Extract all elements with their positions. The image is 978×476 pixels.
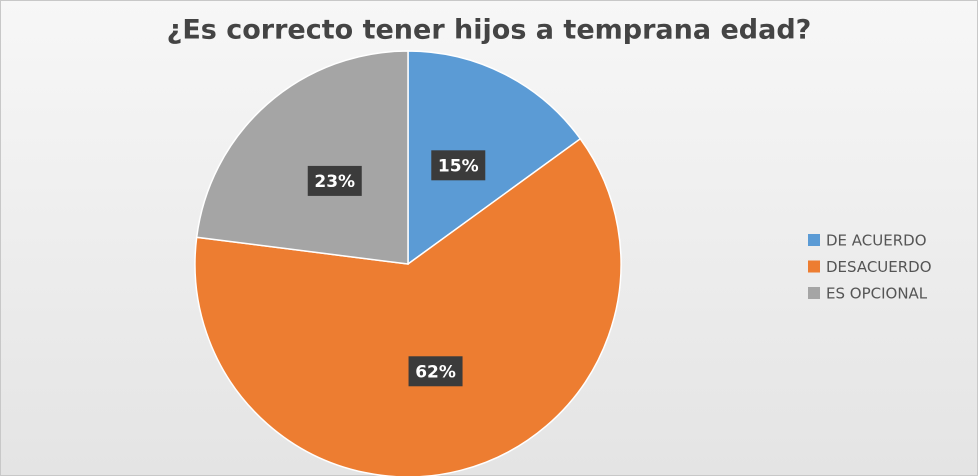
legend-label: DE ACUERDO bbox=[826, 232, 927, 250]
data-label-box bbox=[431, 150, 486, 181]
pie-slice bbox=[195, 50, 409, 265]
legend-swatch bbox=[808, 234, 820, 246]
legend-swatch bbox=[808, 260, 820, 273]
pie-slice bbox=[407, 50, 582, 266]
legend-label: ES OPCIONAL bbox=[826, 285, 928, 303]
legend-label: DESACUERDO bbox=[826, 258, 932, 276]
legend-swatch bbox=[808, 287, 820, 299]
chart-title: ¿Es correcto tener hijos a temprana edad… bbox=[167, 15, 812, 46]
data-label: 15% bbox=[438, 156, 479, 176]
data-label: 23% bbox=[314, 172, 355, 192]
data-label-box bbox=[408, 356, 463, 387]
data-label-box bbox=[307, 165, 362, 196]
data-label: 62% bbox=[415, 362, 456, 382]
pie-slice bbox=[194, 137, 622, 476]
